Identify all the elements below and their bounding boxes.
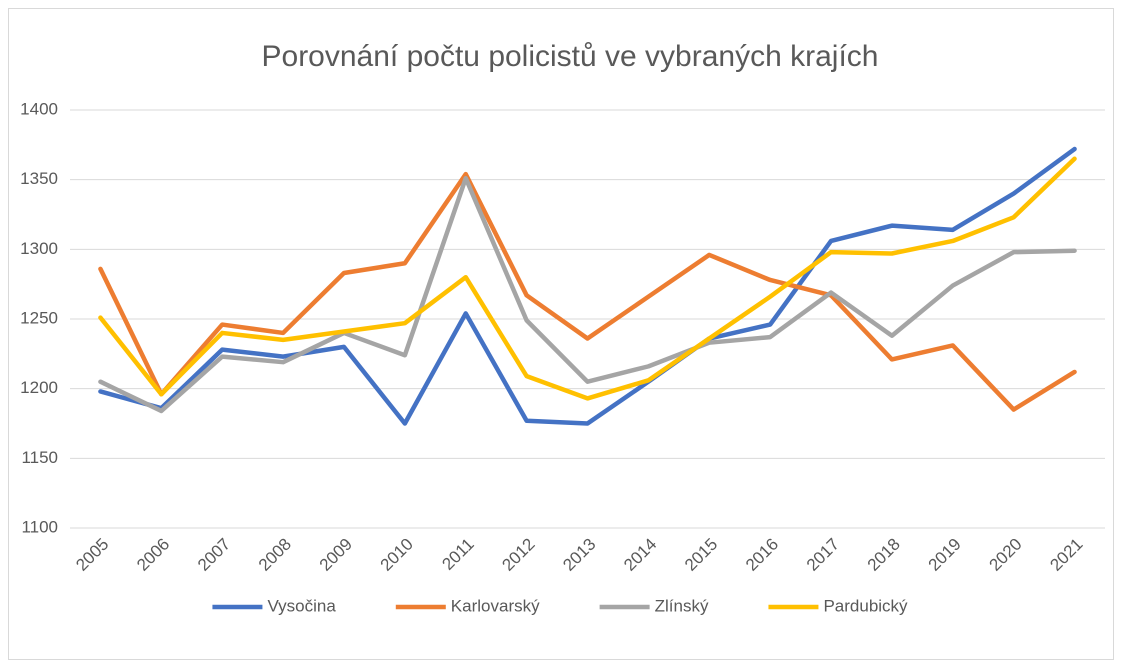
y-tick-label: 1250 xyxy=(20,308,58,327)
line-series xyxy=(98,171,1077,412)
y-tick-label: 1350 xyxy=(20,169,58,188)
y-tick-label: 1300 xyxy=(20,239,58,258)
line-series xyxy=(98,176,1077,414)
legend-label: Karlovarský xyxy=(451,596,540,615)
line-series xyxy=(98,146,1077,426)
legend-label: Pardubický xyxy=(823,596,908,615)
chart-title: Porovnání počtu policistů ve vybraných k… xyxy=(262,40,879,73)
legend-label: Vysočina xyxy=(267,596,336,615)
y-tick-label: 1100 xyxy=(21,517,58,536)
y-tick-label: 1400 xyxy=(20,99,58,118)
line-series xyxy=(98,156,1077,401)
chart-border xyxy=(8,8,1114,660)
y-tick-label: 1150 xyxy=(21,448,58,467)
legend-label: Zlínský xyxy=(655,596,709,615)
y-tick-label: 1200 xyxy=(20,378,58,397)
